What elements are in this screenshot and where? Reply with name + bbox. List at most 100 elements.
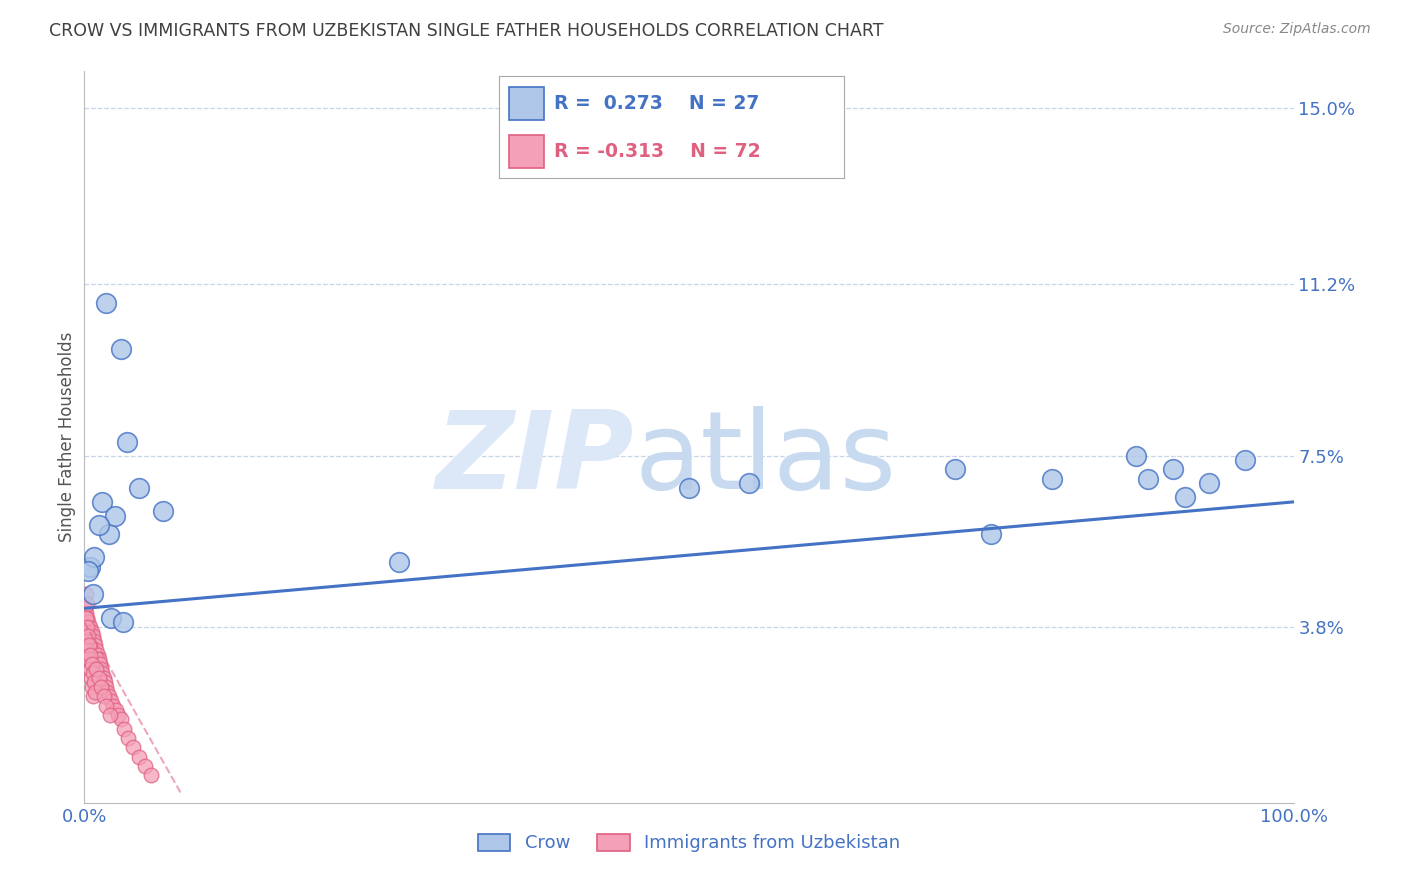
Point	[80, 624, 103, 639]
Point	[93, 671, 115, 685]
Point	[75, 587, 97, 601]
Point	[83, 633, 105, 648]
Point	[678, 481, 700, 495]
Point	[93, 690, 115, 704]
Point	[94, 675, 117, 690]
Point	[1040, 472, 1063, 486]
Point	[77, 615, 100, 630]
Text: R =  0.273    N = 27: R = 0.273 N = 27	[554, 94, 759, 113]
Point	[94, 698, 117, 713]
Point	[90, 680, 112, 694]
Point	[86, 648, 108, 662]
Y-axis label: Single Father Households: Single Father Households	[58, 332, 76, 542]
Point	[98, 707, 121, 722]
Point	[104, 703, 127, 717]
Point	[152, 504, 174, 518]
Point	[80, 657, 103, 671]
Point	[76, 597, 98, 611]
Point	[75, 633, 97, 648]
Point	[82, 652, 104, 666]
Point	[103, 698, 125, 713]
Point	[1234, 453, 1257, 467]
Point	[128, 481, 150, 495]
Point	[76, 643, 98, 657]
Point	[76, 624, 98, 639]
Point	[1137, 472, 1160, 486]
Point	[90, 661, 112, 675]
Point	[83, 550, 105, 565]
Point	[943, 462, 966, 476]
Point	[77, 639, 100, 653]
Point	[134, 758, 156, 772]
Point	[139, 768, 162, 782]
Point	[91, 495, 114, 509]
Point	[79, 633, 101, 648]
Point	[96, 684, 118, 698]
Text: ZIP: ZIP	[436, 406, 634, 512]
Point	[121, 740, 143, 755]
Point	[89, 657, 111, 671]
Point	[91, 666, 114, 681]
Point	[82, 680, 104, 694]
Point	[82, 648, 104, 662]
Point	[87, 671, 110, 685]
Point	[82, 666, 104, 681]
Point	[86, 661, 108, 675]
Point	[112, 722, 135, 736]
Point	[110, 713, 132, 727]
Point	[83, 675, 105, 690]
Point	[77, 620, 100, 634]
Point	[84, 639, 107, 653]
Point	[128, 749, 150, 764]
Point	[76, 629, 98, 643]
Point	[107, 707, 129, 722]
Point	[79, 620, 101, 634]
Point	[1161, 462, 1184, 476]
Text: CROW VS IMMIGRANTS FROM UZBEKISTAN SINGLE FATHER HOUSEHOLDS CORRELATION CHART: CROW VS IMMIGRANTS FROM UZBEKISTAN SINGL…	[49, 22, 884, 40]
Point	[97, 690, 120, 704]
Point	[82, 690, 104, 704]
Point	[77, 652, 100, 666]
Point	[76, 610, 98, 624]
Bar	[509, 87, 544, 120]
Point	[80, 671, 103, 685]
Point	[1125, 449, 1147, 463]
Point	[83, 657, 105, 671]
Point	[1174, 490, 1197, 504]
Point	[84, 661, 107, 675]
Point	[980, 527, 1002, 541]
Point	[79, 639, 101, 653]
Point	[77, 643, 100, 657]
Point	[76, 633, 98, 648]
Point	[77, 624, 100, 639]
Point	[80, 643, 103, 657]
Point	[86, 643, 108, 657]
Point	[94, 680, 117, 694]
Point	[388, 555, 411, 569]
Point	[84, 684, 107, 698]
Point	[738, 476, 761, 491]
Text: R = -0.313    N = 72: R = -0.313 N = 72	[554, 142, 761, 161]
Point	[110, 342, 132, 356]
Point	[79, 648, 101, 662]
Text: atlas: atlas	[634, 406, 897, 512]
Bar	[509, 136, 544, 168]
Point	[75, 620, 97, 634]
Point	[79, 661, 101, 675]
Point	[77, 565, 100, 579]
Point	[100, 694, 122, 708]
Point	[94, 295, 117, 310]
Point	[75, 610, 97, 624]
Point	[75, 615, 97, 630]
Point	[87, 652, 110, 666]
Point	[100, 610, 122, 624]
Point	[97, 527, 120, 541]
Point	[87, 518, 110, 533]
Point	[112, 615, 135, 630]
Point	[82, 587, 104, 601]
Text: Source: ZipAtlas.com: Source: ZipAtlas.com	[1223, 22, 1371, 37]
Point	[117, 731, 139, 745]
Point	[79, 559, 101, 574]
Point	[75, 606, 97, 620]
Point	[77, 629, 100, 643]
